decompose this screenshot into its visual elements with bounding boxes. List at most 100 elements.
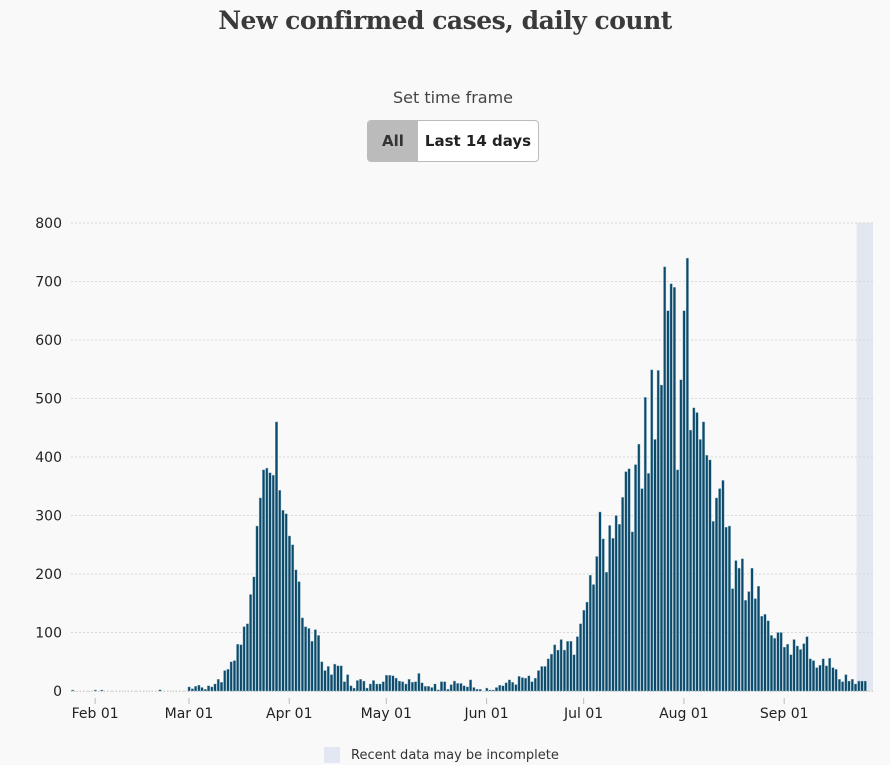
bar [808, 658, 812, 692]
bar [588, 574, 592, 692]
bar [653, 439, 657, 692]
bar [747, 591, 751, 692]
bar [660, 384, 663, 692]
bar [430, 687, 434, 692]
bar [401, 681, 405, 692]
bar [93, 689, 97, 692]
bar [802, 643, 806, 692]
bar [242, 626, 246, 692]
bar [213, 683, 217, 692]
bar [207, 685, 210, 692]
bar [821, 658, 825, 692]
bar [210, 686, 214, 692]
bar [378, 683, 382, 692]
bar [575, 636, 579, 692]
bar [682, 310, 686, 692]
bar [799, 649, 802, 692]
bar [685, 257, 689, 692]
bar [262, 469, 265, 692]
bar [278, 490, 282, 692]
bar [750, 567, 754, 692]
bar [343, 681, 346, 692]
time-frame-all-button[interactable]: All [368, 121, 418, 161]
time-frame-toggle: All Last 14 days [367, 120, 539, 162]
bar [850, 679, 854, 692]
bar [634, 464, 637, 692]
bar [265, 467, 269, 692]
bar [310, 641, 314, 692]
bar [731, 588, 735, 692]
y-tick-label: 700 [35, 275, 62, 291]
bar [469, 679, 473, 692]
bar [313, 629, 317, 692]
bar [223, 670, 227, 692]
bar [559, 639, 563, 692]
bar [446, 689, 450, 692]
y-tick-label: 800 [35, 216, 62, 232]
bar [753, 598, 757, 692]
bar [715, 497, 718, 692]
time-frame-label: Set time frame [392, 88, 514, 107]
y-tick-label: 500 [35, 392, 62, 408]
bar [812, 660, 815, 692]
bar [786, 644, 790, 692]
bar [187, 686, 191, 692]
bar [203, 689, 207, 692]
bar [640, 488, 644, 692]
bar [592, 584, 595, 692]
bar [391, 675, 395, 692]
bar [349, 685, 353, 692]
bar [440, 681, 443, 692]
bar [501, 685, 505, 692]
bar [517, 676, 521, 692]
chart-title: New confirmed cases, daily count [218, 6, 672, 35]
bar [550, 653, 553, 692]
bar [294, 569, 298, 692]
bar [362, 680, 366, 692]
time-frame-last-14-days-button[interactable]: Last 14 days [424, 132, 532, 150]
y-tick-label: 400 [35, 450, 62, 466]
bar [841, 681, 845, 692]
x-tick-label: Mar 01 [165, 706, 214, 722]
bar [860, 680, 864, 692]
bar [563, 649, 566, 692]
bar [834, 669, 838, 692]
bar [779, 632, 783, 692]
bar [359, 679, 363, 692]
bar [757, 586, 760, 692]
bar [737, 567, 741, 692]
bar [443, 681, 447, 692]
bar [410, 682, 414, 692]
bar [330, 674, 333, 692]
bar [514, 684, 518, 692]
bar [462, 685, 466, 692]
bar [511, 682, 515, 692]
bar [394, 677, 398, 692]
bar [427, 686, 430, 692]
bar [436, 689, 440, 692]
x-tick-label: Feb 01 [72, 706, 119, 722]
bar [579, 623, 582, 692]
bar [611, 538, 615, 692]
bar [200, 687, 204, 692]
bar [734, 560, 738, 692]
bar [770, 635, 773, 692]
bar [291, 544, 295, 692]
bar [158, 689, 162, 692]
bar [533, 677, 537, 692]
bar [708, 459, 712, 692]
bar [255, 525, 259, 692]
bar [375, 683, 379, 692]
bar [381, 681, 385, 692]
bar [252, 576, 256, 692]
bar [698, 439, 702, 692]
x-tick-label: May 01 [361, 706, 412, 722]
bar-chart: 0 100 200 300 400 500 600 700 800 Feb 01 Mar 01 Ap… [35, 216, 873, 722]
x-tick-label: Sep 01 [760, 706, 809, 722]
bar [663, 266, 667, 692]
bar [598, 511, 602, 692]
bar [491, 689, 495, 692]
bar [776, 632, 780, 692]
bar [472, 687, 476, 692]
bar [647, 473, 650, 692]
